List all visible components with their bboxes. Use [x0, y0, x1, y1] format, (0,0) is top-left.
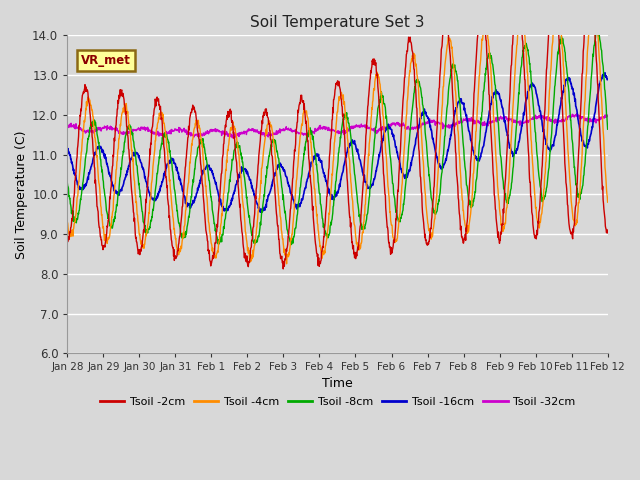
Tsoil -4cm	[184, 186, 191, 192]
Tsoil -32cm	[63, 123, 71, 129]
Tsoil -16cm	[244, 171, 252, 177]
Tsoil -32cm	[604, 113, 611, 119]
Tsoil -32cm	[170, 128, 178, 134]
Tsoil -2cm	[244, 263, 252, 269]
Tsoil -4cm	[540, 187, 548, 192]
Tsoil -4cm	[604, 199, 611, 205]
Tsoil -2cm	[170, 258, 178, 264]
Tsoil -4cm	[244, 245, 252, 251]
Tsoil -16cm	[170, 160, 178, 166]
Tsoil -32cm	[573, 111, 580, 117]
Tsoil -8cm	[287, 242, 295, 248]
Tsoil -8cm	[244, 207, 252, 213]
Tsoil -16cm	[422, 110, 429, 116]
Line: Tsoil -2cm: Tsoil -2cm	[67, 0, 607, 269]
Tsoil -4cm	[422, 193, 429, 199]
Tsoil -4cm	[170, 226, 178, 231]
Tsoil -4cm	[63, 219, 71, 225]
Line: Tsoil -32cm: Tsoil -32cm	[67, 114, 607, 138]
Tsoil -32cm	[492, 115, 500, 120]
Tsoil -2cm	[184, 140, 191, 146]
Tsoil -32cm	[540, 115, 548, 121]
Tsoil -4cm	[492, 157, 500, 163]
Line: Tsoil -8cm: Tsoil -8cm	[67, 31, 607, 245]
Tsoil -8cm	[170, 186, 178, 192]
Tsoil -16cm	[604, 76, 611, 82]
Line: Tsoil -16cm: Tsoil -16cm	[67, 73, 607, 212]
Legend: Tsoil -2cm, Tsoil -4cm, Tsoil -8cm, Tsoil -16cm, Tsoil -32cm: Tsoil -2cm, Tsoil -4cm, Tsoil -8cm, Tsoi…	[95, 393, 580, 411]
Tsoil -8cm	[595, 28, 602, 34]
Tsoil -16cm	[492, 87, 500, 93]
Tsoil -2cm	[63, 238, 71, 243]
Tsoil -16cm	[601, 70, 609, 76]
Y-axis label: Soil Temperature (C): Soil Temperature (C)	[15, 130, 28, 259]
Tsoil -32cm	[422, 120, 429, 125]
Tsoil -2cm	[492, 216, 500, 221]
Tsoil -8cm	[63, 180, 71, 186]
Tsoil -8cm	[184, 222, 191, 228]
Tsoil -32cm	[244, 128, 252, 133]
Tsoil -32cm	[228, 135, 236, 141]
Tsoil -8cm	[540, 196, 548, 202]
Tsoil -16cm	[540, 128, 548, 133]
Tsoil -4cm	[588, 0, 596, 2]
Tsoil -8cm	[604, 126, 611, 132]
Text: VR_met: VR_met	[81, 54, 131, 67]
Tsoil -32cm	[184, 129, 191, 134]
Title: Soil Temperature Set 3: Soil Temperature Set 3	[250, 15, 425, 30]
Tsoil -2cm	[540, 125, 548, 131]
X-axis label: Time: Time	[322, 377, 353, 390]
Line: Tsoil -4cm: Tsoil -4cm	[67, 0, 607, 264]
Tsoil -16cm	[63, 145, 71, 151]
Tsoil -4cm	[283, 261, 291, 267]
Tsoil -8cm	[492, 97, 500, 103]
Tsoil -16cm	[184, 200, 191, 206]
Tsoil -8cm	[422, 133, 429, 139]
Tsoil -2cm	[280, 266, 287, 272]
Tsoil -16cm	[257, 209, 264, 215]
Tsoil -2cm	[604, 230, 611, 236]
Tsoil -2cm	[422, 238, 429, 243]
